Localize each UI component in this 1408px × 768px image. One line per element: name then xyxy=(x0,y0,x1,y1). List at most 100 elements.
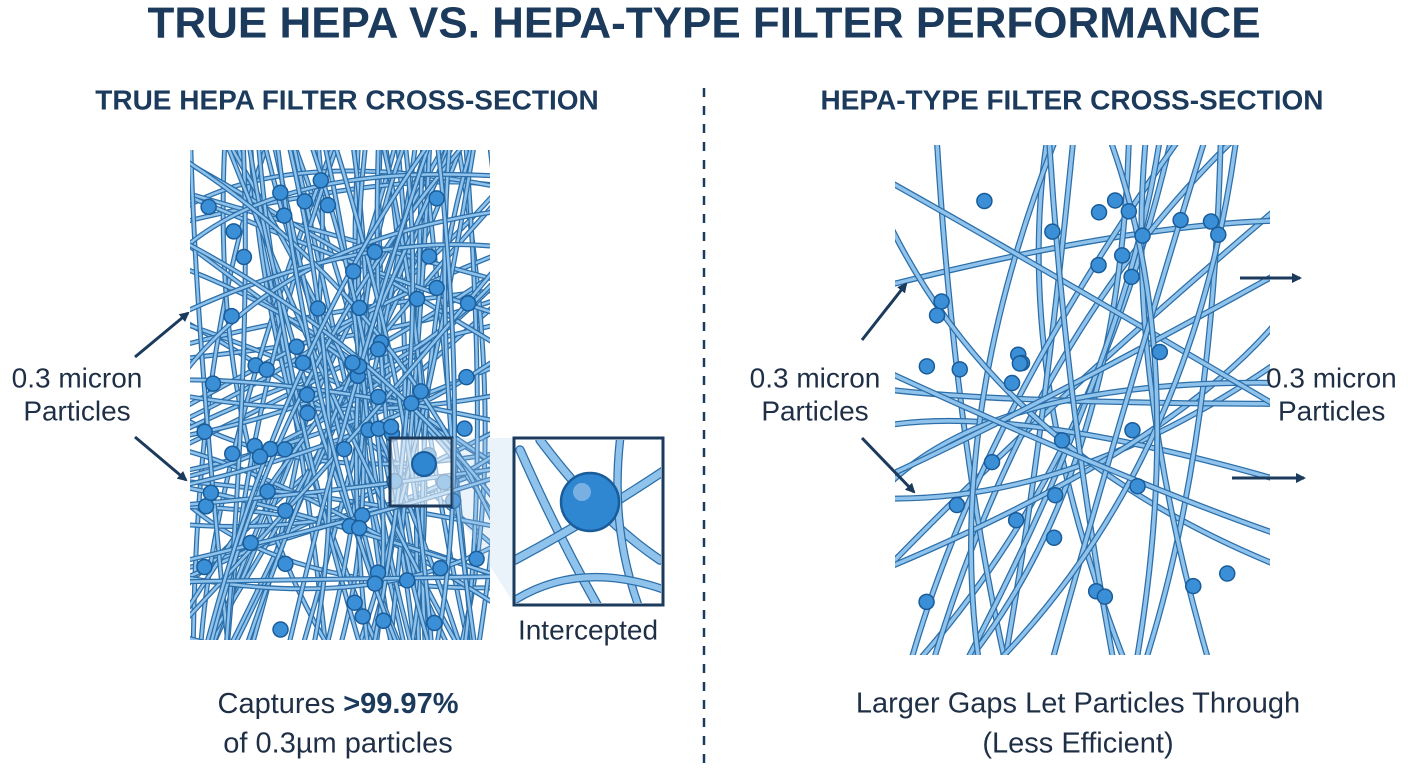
particle xyxy=(298,386,316,404)
zoom-beam xyxy=(452,438,515,605)
particle xyxy=(918,358,936,375)
particle xyxy=(432,559,449,577)
particle xyxy=(366,575,384,592)
particle xyxy=(1172,211,1189,229)
particle xyxy=(1011,355,1029,372)
particle xyxy=(196,558,213,576)
particle xyxy=(335,440,353,458)
particle xyxy=(456,420,473,437)
particle xyxy=(1129,477,1146,495)
particle xyxy=(559,471,621,533)
particle xyxy=(277,555,294,573)
particle xyxy=(275,207,293,224)
particle xyxy=(204,375,222,392)
particle xyxy=(420,248,438,265)
particle xyxy=(1210,226,1227,243)
particle-label: Particles xyxy=(23,395,130,426)
particle xyxy=(933,293,950,310)
arrow xyxy=(134,311,190,359)
fiber xyxy=(969,145,1056,655)
particle xyxy=(312,172,330,189)
particle xyxy=(1096,588,1114,605)
particle xyxy=(345,263,362,280)
particle xyxy=(258,361,275,378)
particle xyxy=(344,354,361,371)
particle xyxy=(1124,421,1141,439)
particle xyxy=(408,290,426,308)
arrow xyxy=(134,435,188,482)
particle xyxy=(351,299,368,317)
particle xyxy=(428,279,445,297)
particle xyxy=(299,404,316,422)
particle xyxy=(366,243,383,261)
filter-mesh xyxy=(190,150,490,640)
particle-label: 0.3 micron xyxy=(12,362,143,393)
particle xyxy=(1123,268,1140,286)
page-title: TRUE HEPA VS. HEPA-TYPE FILTER PERFORMAN… xyxy=(147,0,1260,48)
particle xyxy=(272,621,289,638)
particle xyxy=(1053,432,1071,449)
fiber xyxy=(190,192,490,280)
particle xyxy=(411,451,437,477)
particle xyxy=(458,368,475,386)
fiber xyxy=(895,373,1270,534)
particle xyxy=(412,383,430,400)
fiber xyxy=(190,575,490,583)
particle xyxy=(428,190,445,207)
particle xyxy=(1184,577,1202,595)
particle xyxy=(296,193,313,210)
particle xyxy=(346,594,363,611)
fiber xyxy=(895,275,1270,475)
exit-label: 0.3 micron xyxy=(1266,362,1397,393)
fiber xyxy=(210,150,462,640)
fiber xyxy=(206,150,427,640)
particle xyxy=(948,496,966,514)
particle xyxy=(276,441,294,458)
particle xyxy=(1151,343,1169,361)
fiber xyxy=(190,211,490,368)
particle xyxy=(277,502,294,520)
particle xyxy=(1046,486,1064,504)
fiber xyxy=(895,182,1270,405)
fiber xyxy=(190,243,490,312)
particle xyxy=(928,307,946,324)
arrow xyxy=(860,436,916,494)
fiber xyxy=(190,395,490,411)
particle xyxy=(918,593,935,611)
panel-heading: TRUE HEPA FILTER CROSS-SECTION xyxy=(95,84,599,115)
inset-label: Intercepted xyxy=(518,614,658,645)
particle xyxy=(319,196,337,214)
particle xyxy=(1090,256,1107,274)
particle xyxy=(294,354,312,372)
particle xyxy=(426,614,443,632)
particle xyxy=(398,572,416,589)
particle xyxy=(370,388,387,406)
fiber xyxy=(190,161,490,518)
particle xyxy=(382,418,400,436)
particle xyxy=(1044,223,1061,240)
fiber xyxy=(288,150,332,640)
particle xyxy=(354,608,371,625)
particle xyxy=(983,453,1001,471)
fiber xyxy=(478,150,490,640)
particle xyxy=(288,338,305,355)
particle xyxy=(1090,204,1108,221)
fiber xyxy=(190,367,490,471)
fiber xyxy=(190,173,490,245)
fiber xyxy=(933,145,1231,655)
particle xyxy=(200,198,217,216)
particle xyxy=(272,184,289,201)
inset-frame xyxy=(512,436,665,607)
particle-label: 0.3 micron xyxy=(750,362,881,393)
particle xyxy=(468,550,485,568)
particle xyxy=(350,519,368,537)
fiber xyxy=(515,574,661,603)
fiber xyxy=(190,487,490,575)
particle-label: Particles xyxy=(761,395,868,426)
caption-highlight: >99.97% xyxy=(343,688,459,720)
caption: of 0.3µm particles xyxy=(223,728,452,760)
particle xyxy=(403,395,420,412)
particle xyxy=(1003,374,1021,392)
particle xyxy=(225,223,242,240)
